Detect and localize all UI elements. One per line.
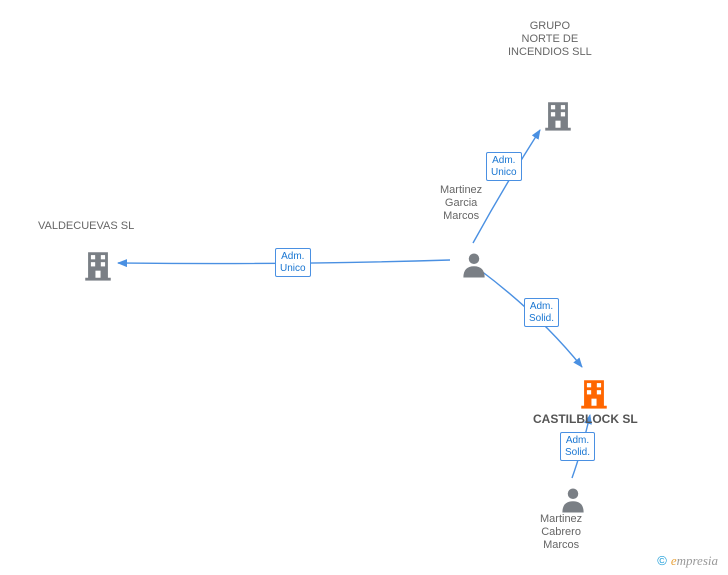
node-valdecuevas[interactable]: [81, 248, 115, 282]
node-label-martinez_cabrero: Martinez Cabrero Marcos: [540, 513, 582, 553]
person-icon: [459, 250, 489, 280]
building-icon: [577, 376, 611, 410]
node-martinez_garcia[interactable]: [459, 250, 489, 280]
node-grupo_norte[interactable]: [541, 98, 575, 132]
edges-layer: [0, 0, 728, 575]
watermark: ©empresia: [657, 553, 718, 569]
edge-label-martinez_cabrero-castilblock: Adm. Solid.: [560, 432, 595, 461]
node-castilblock[interactable]: [577, 376, 611, 410]
node-label-valdecuevas: VALDECUEVAS SL: [38, 220, 134, 233]
watermark-rest: mpresia: [677, 553, 718, 568]
building-icon: [81, 248, 115, 282]
edge-label-martinez_garcia-valdecuevas: Adm. Unico: [275, 248, 311, 277]
node-label-martinez_garcia: Martinez Garcia Marcos: [440, 184, 482, 224]
person-icon: [558, 485, 588, 515]
node-label-castilblock: CASTILBLOCK SL: [533, 412, 638, 426]
copyright-symbol: ©: [657, 553, 667, 568]
node-martinez_cabrero[interactable]: [558, 485, 588, 515]
edge-label-martinez_garcia-grupo_norte: Adm. Unico: [486, 152, 522, 181]
edge-martinez_garcia-grupo_norte: [473, 130, 540, 243]
node-label-grupo_norte: GRUPO NORTE DE INCENDIOS SLL: [508, 20, 592, 60]
building-icon: [541, 98, 575, 132]
edge-label-martinez_garcia-castilblock: Adm. Solid.: [524, 298, 559, 327]
diagram-canvas: GRUPO NORTE DE INCENDIOS SLL VALDECUEVAS…: [0, 0, 728, 575]
